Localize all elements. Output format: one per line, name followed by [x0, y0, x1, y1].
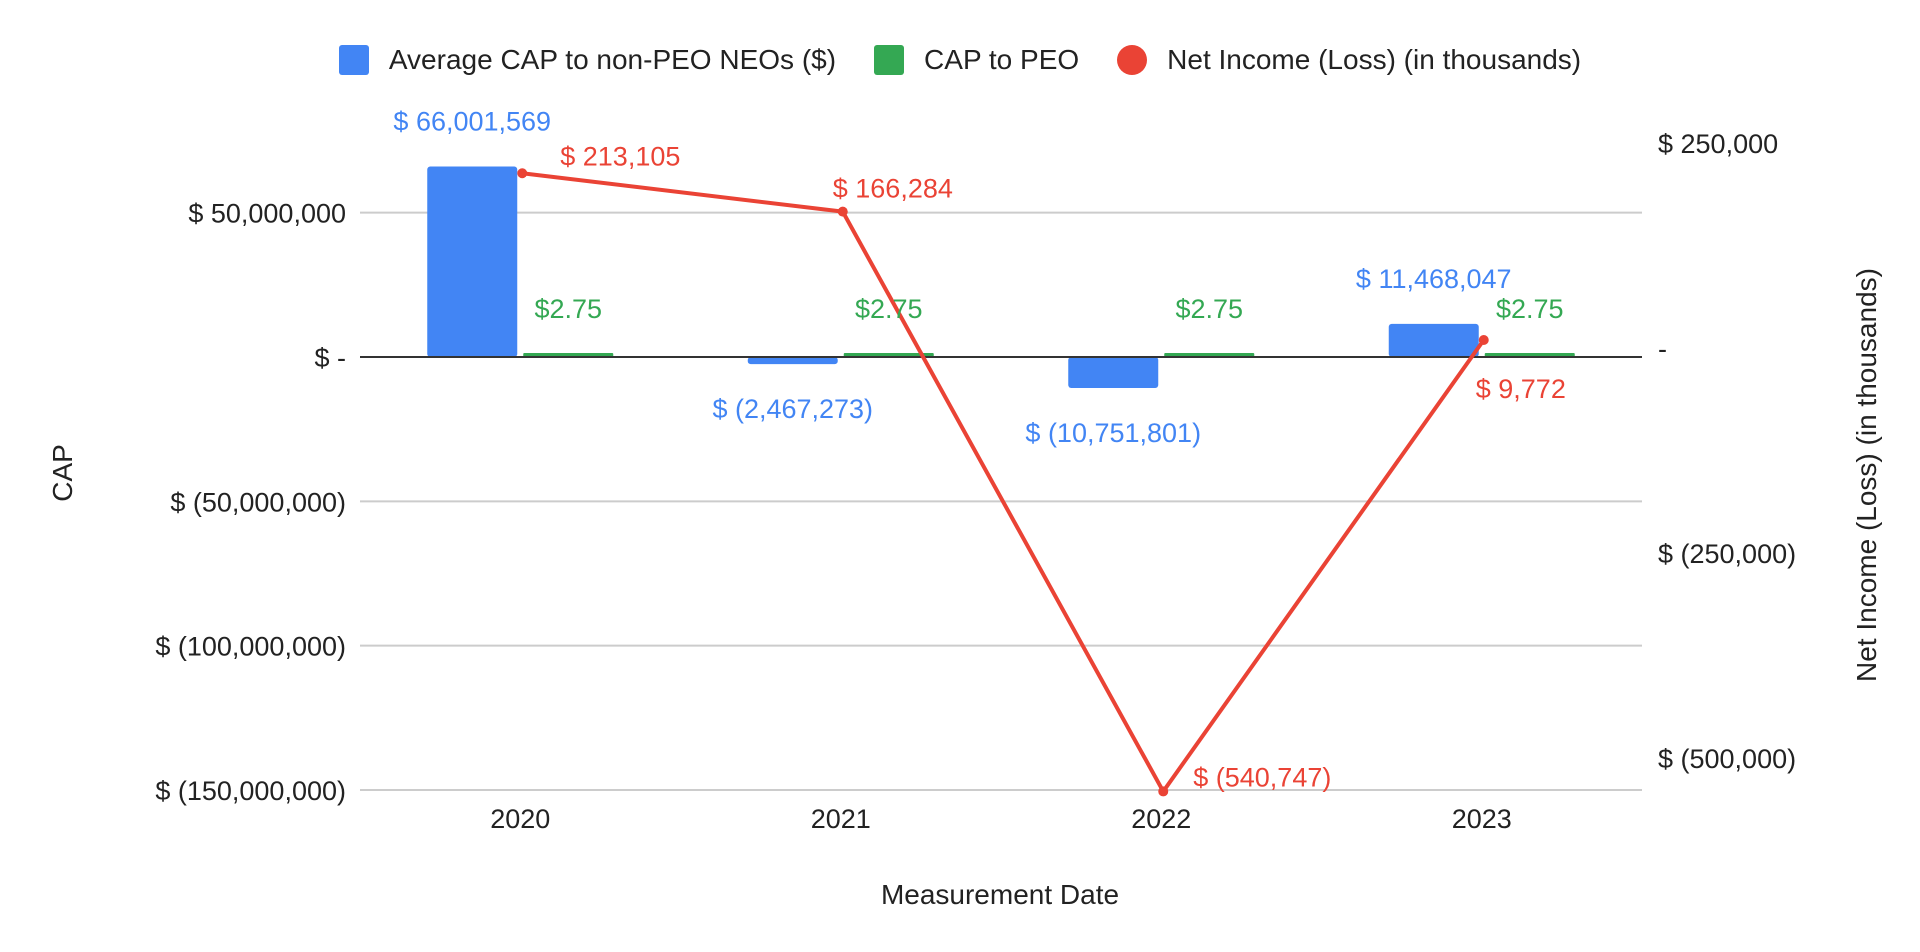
- net-income-point-2023: [1478, 334, 1489, 345]
- y2-tick-label: -: [1658, 334, 1667, 364]
- x-tick-label: 2021: [811, 804, 871, 834]
- y-tick-label: $ 50,000,000: [188, 199, 346, 229]
- legend-swatch-net-income: [1117, 45, 1148, 75]
- y2-tick-label: $ (500,000): [1658, 744, 1796, 774]
- legend-label-net-income: Net Income (Loss) (in thousands): [1167, 44, 1582, 75]
- y-tick-label: $ -: [314, 343, 346, 373]
- y-tick-label: $ (50,000,000): [170, 487, 346, 517]
- y2-tick-label: $ (250,000): [1658, 539, 1796, 569]
- data-label-avg-cap: $ (2,467,273): [712, 394, 873, 424]
- data-label-avg-cap: $ 11,468,047: [1356, 264, 1512, 294]
- x-tick-label: 2022: [1131, 804, 1191, 834]
- data-label-cap-peo: $2.75: [855, 294, 923, 324]
- legend-item-net-income[interactable]: Net Income (Loss) (in thousands): [1117, 44, 1581, 76]
- bar-avg-cap-2023: [1388, 323, 1479, 357]
- net-income-line: [522, 171, 1486, 794]
- data-label-avg-cap: $ 66,001,569: [393, 106, 551, 136]
- legend-item-avg-cap[interactable]: Average CAP to non-PEO NEOs ($): [338, 44, 837, 76]
- bar-avg-cap-2021: [747, 357, 838, 365]
- data-label-cap-peo: $2.75: [1496, 294, 1564, 324]
- data-label-net-income: $ (540,747): [1193, 762, 1331, 792]
- legend-swatch-avg-cap: [338, 45, 369, 75]
- data-label-avg-cap: $ (10,751,801): [1025, 418, 1201, 448]
- bar-avg-cap-2022: [1068, 357, 1159, 389]
- y-tick-label: $ (100,000,000): [155, 632, 346, 662]
- data-label-net-income: $ 213,105: [560, 141, 680, 171]
- chart-legend: Average CAP to non-PEO NEOs ($) CAP to P…: [0, 44, 1920, 76]
- y-axis-title: CAP: [47, 444, 78, 502]
- data-label-net-income: $ 9,772: [1476, 374, 1566, 404]
- legend-label-cap-peo: CAP to PEO: [924, 44, 1080, 75]
- legend-swatch-cap-peo: [874, 45, 905, 75]
- data-label-cap-peo: $2.75: [1175, 294, 1243, 324]
- legend-item-cap-peo[interactable]: CAP to PEO: [874, 44, 1079, 76]
- y2-axis-title: Net Income (Loss) (in thousands): [1851, 268, 1882, 682]
- x-axis-title: Measurement Date: [881, 879, 1119, 910]
- bar-avg-cap-2020: [427, 166, 518, 357]
- y-tick-label: $ (150,000,000): [155, 776, 346, 806]
- axis-labels: $ 50,000,000 $ - $ (50,000,000) $ (100,000,…: [155, 129, 1796, 834]
- bar-series: [427, 166, 1575, 389]
- x-tick-label: 2020: [490, 804, 550, 834]
- data-label-net-income: $ 166,284: [833, 174, 953, 204]
- line-series: [517, 168, 1489, 797]
- x-tick-label: 2023: [1452, 804, 1512, 834]
- legend-label-avg-cap: Average CAP to non-PEO NEOs ($): [388, 44, 837, 75]
- data-labels: $ 66,001,569 $ (2,467,273) $ (10,751,801) $…: [393, 106, 1565, 792]
- net-income-point-2020: [517, 168, 528, 179]
- net-income-point-2021: [837, 206, 848, 217]
- y2-tick-label: $ 250,000: [1658, 129, 1778, 159]
- net-income-point-2022: [1158, 786, 1169, 797]
- data-label-cap-peo: $2.75: [534, 294, 602, 324]
